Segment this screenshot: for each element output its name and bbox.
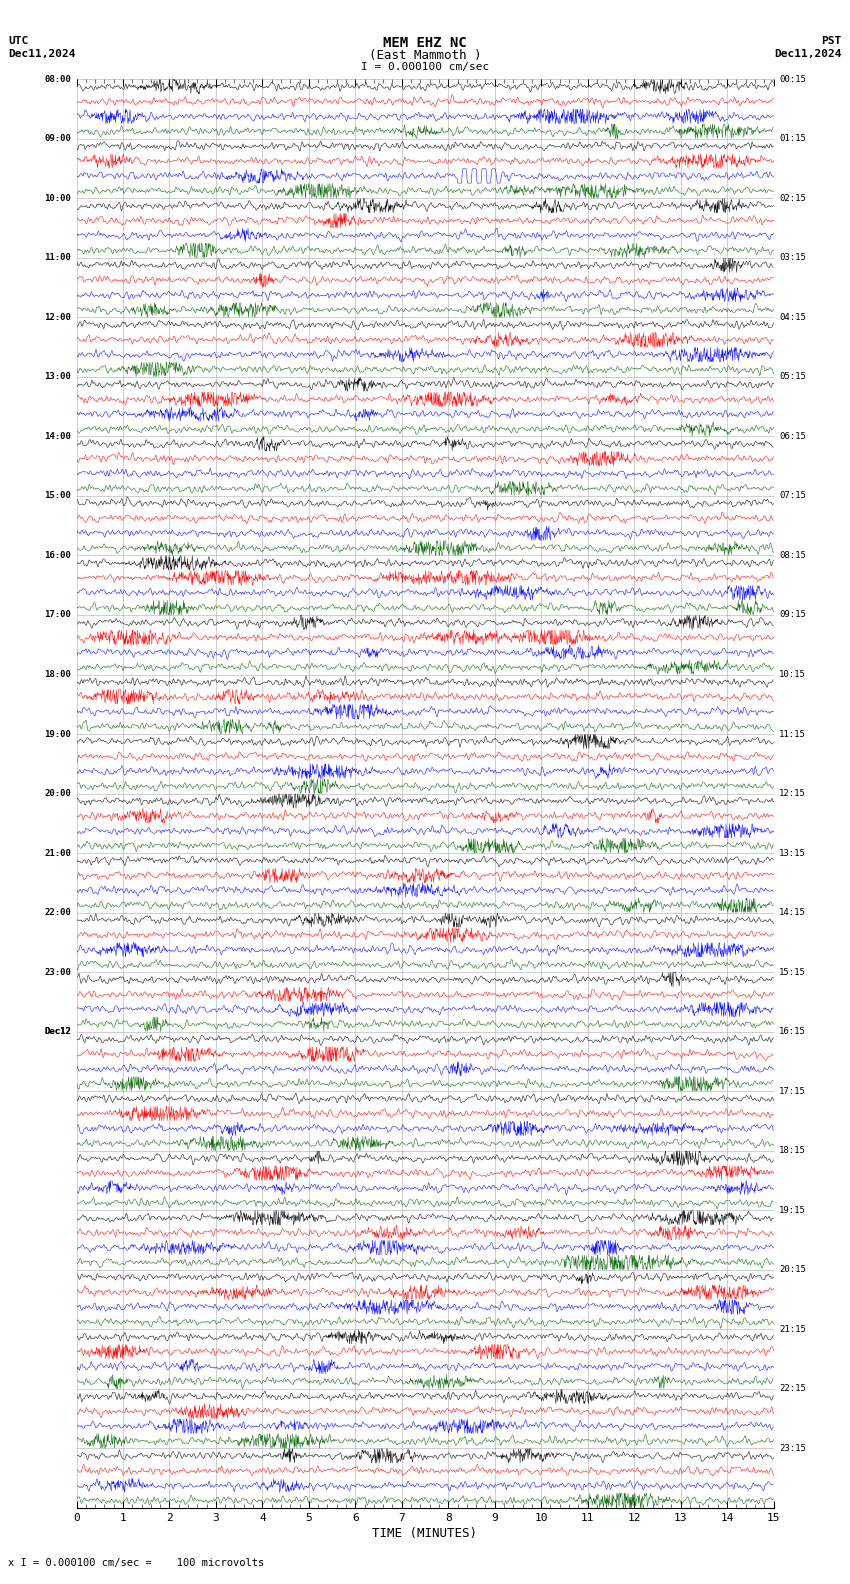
Text: 04:15: 04:15 [779, 312, 806, 322]
Text: Dec11,2024: Dec11,2024 [774, 49, 842, 59]
Text: MEM EHZ NC: MEM EHZ NC [383, 36, 467, 51]
Text: 15:15: 15:15 [779, 968, 806, 977]
Text: 03:15: 03:15 [779, 253, 806, 263]
Text: 08:15: 08:15 [779, 551, 806, 561]
Text: 18:15: 18:15 [779, 1147, 806, 1155]
Text: Dec12: Dec12 [44, 1026, 71, 1036]
Text: 10:15: 10:15 [779, 670, 806, 680]
X-axis label: TIME (MINUTES): TIME (MINUTES) [372, 1527, 478, 1540]
Text: Dec12: Dec12 [44, 1026, 71, 1036]
Text: 21:00: 21:00 [44, 849, 71, 857]
Text: 09:15: 09:15 [779, 610, 806, 619]
Text: 05:15: 05:15 [779, 372, 806, 382]
Text: 11:15: 11:15 [779, 730, 806, 738]
Text: 09:00: 09:00 [44, 135, 71, 143]
Text: 23:00: 23:00 [44, 968, 71, 977]
Text: x I = 0.000100 cm/sec =    100 microvolts: x I = 0.000100 cm/sec = 100 microvolts [8, 1559, 264, 1568]
Text: 16:00: 16:00 [44, 551, 71, 561]
Text: 19:00: 19:00 [44, 730, 71, 738]
Text: UTC: UTC [8, 36, 29, 46]
Text: 06:15: 06:15 [779, 432, 806, 440]
Text: 12:00: 12:00 [44, 312, 71, 322]
Text: 01:15: 01:15 [779, 135, 806, 143]
Text: 11:00: 11:00 [44, 253, 71, 263]
Text: 14:00: 14:00 [44, 432, 71, 440]
Text: PST: PST [821, 36, 842, 46]
Text: 00:15: 00:15 [779, 74, 806, 84]
Text: 23:15: 23:15 [779, 1445, 806, 1453]
Text: 07:15: 07:15 [779, 491, 806, 501]
Text: 17:15: 17:15 [779, 1087, 806, 1096]
Text: 02:15: 02:15 [779, 193, 806, 203]
Text: 20:00: 20:00 [44, 789, 71, 798]
Text: 14:15: 14:15 [779, 908, 806, 917]
Text: 16:15: 16:15 [779, 1026, 806, 1036]
Text: I = 0.000100 cm/sec: I = 0.000100 cm/sec [361, 62, 489, 71]
Text: 12:15: 12:15 [779, 789, 806, 798]
Text: (East Mammoth ): (East Mammoth ) [369, 49, 481, 62]
Text: 19:15: 19:15 [779, 1205, 806, 1215]
Text: 20:15: 20:15 [779, 1266, 806, 1275]
Text: 10:00: 10:00 [44, 193, 71, 203]
Text: 18:00: 18:00 [44, 670, 71, 680]
Text: 22:15: 22:15 [779, 1384, 806, 1394]
Text: 15:00: 15:00 [44, 491, 71, 501]
Text: 22:00: 22:00 [44, 908, 71, 917]
Text: 21:15: 21:15 [779, 1324, 806, 1334]
Text: 13:15: 13:15 [779, 849, 806, 857]
Text: 13:00: 13:00 [44, 372, 71, 382]
Text: 17:00: 17:00 [44, 610, 71, 619]
Text: Dec11,2024: Dec11,2024 [8, 49, 76, 59]
Text: 08:00: 08:00 [44, 74, 71, 84]
